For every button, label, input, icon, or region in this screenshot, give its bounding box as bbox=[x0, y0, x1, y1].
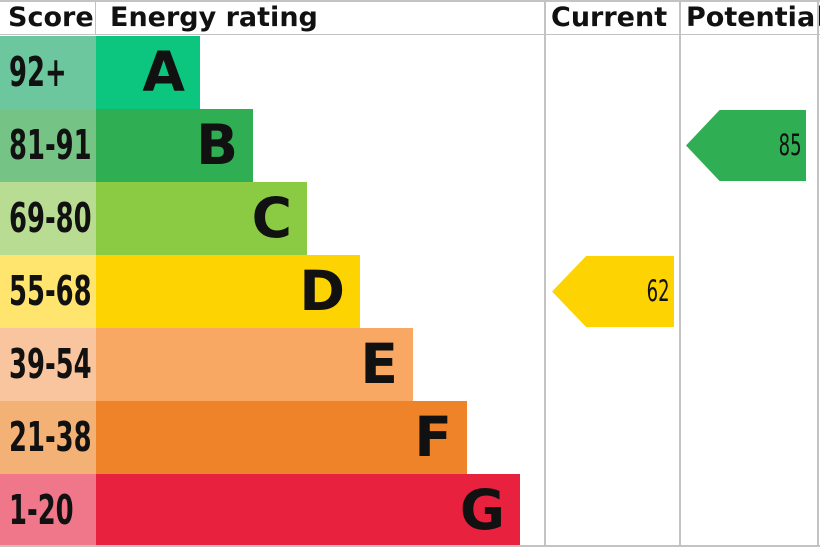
score-range-e: 39-54 bbox=[0, 328, 96, 401]
potential-column-divider bbox=[679, 0, 681, 547]
band-row-e: 39-54 E bbox=[0, 328, 820, 401]
band-row-b: 81-91 B bbox=[0, 109, 820, 182]
band-letter-e: E bbox=[360, 332, 398, 396]
band-letter-a: A bbox=[142, 40, 185, 104]
band-row-c: 69-80 C bbox=[0, 182, 820, 255]
band-bar-c: C bbox=[96, 182, 307, 255]
score-range-e-label: 39-54 bbox=[9, 340, 92, 388]
score-range-d: 55-68 bbox=[0, 255, 96, 328]
top-border-line bbox=[0, 0, 820, 2]
bottom-border-line bbox=[0, 545, 820, 547]
band-row-g: 1-20 G bbox=[0, 474, 820, 547]
potential-rating-value: 85 bbox=[778, 128, 802, 162]
score-range-b: 81-91 bbox=[0, 109, 96, 182]
band-row-a: 92+ A bbox=[0, 36, 820, 109]
energy-rating-column-header: Energy rating bbox=[110, 1, 318, 33]
current-column-header: Current bbox=[551, 1, 668, 33]
band-bar-e: E bbox=[96, 328, 413, 401]
score-range-b-label: 81-91 bbox=[9, 121, 92, 169]
current-column-divider bbox=[544, 0, 546, 547]
right-border-line bbox=[817, 0, 819, 547]
score-range-d-label: 55-68 bbox=[9, 267, 92, 315]
band-letter-b: B bbox=[196, 113, 238, 177]
score-range-f: 21-38 bbox=[0, 401, 96, 474]
band-row-d: 55-68 D bbox=[0, 255, 820, 328]
band-row-f: 21-38 F bbox=[0, 401, 820, 474]
score-range-f-label: 21-38 bbox=[9, 413, 92, 461]
band-letter-g: G bbox=[459, 478, 505, 542]
score-range-g-label: 1-20 bbox=[9, 486, 74, 534]
band-bar-g: G bbox=[96, 474, 520, 547]
score-header-divider bbox=[95, 0, 96, 34]
potential-column-header: Potential bbox=[686, 1, 820, 33]
band-bar-d: D bbox=[96, 255, 360, 328]
current-rating-value: 62 bbox=[646, 274, 670, 308]
header-underline bbox=[0, 34, 820, 35]
band-bar-f: F bbox=[96, 401, 467, 474]
band-rows: 92+ A 81-91 B 69-80 C 55-68 D 39-54 E 21… bbox=[0, 36, 820, 547]
score-range-c-label: 69-80 bbox=[9, 194, 92, 242]
score-range-g: 1-20 bbox=[0, 474, 96, 547]
band-bar-b: B bbox=[96, 109, 253, 182]
band-letter-d: D bbox=[299, 259, 345, 323]
band-letter-f: F bbox=[414, 405, 452, 469]
score-range-c: 69-80 bbox=[0, 182, 96, 255]
band-letter-c: C bbox=[251, 186, 292, 250]
band-bar-a: A bbox=[96, 36, 200, 109]
score-range-a: 92+ bbox=[0, 36, 96, 109]
score-column-header: Score bbox=[8, 1, 94, 33]
score-range-a-label: 92+ bbox=[9, 48, 67, 96]
